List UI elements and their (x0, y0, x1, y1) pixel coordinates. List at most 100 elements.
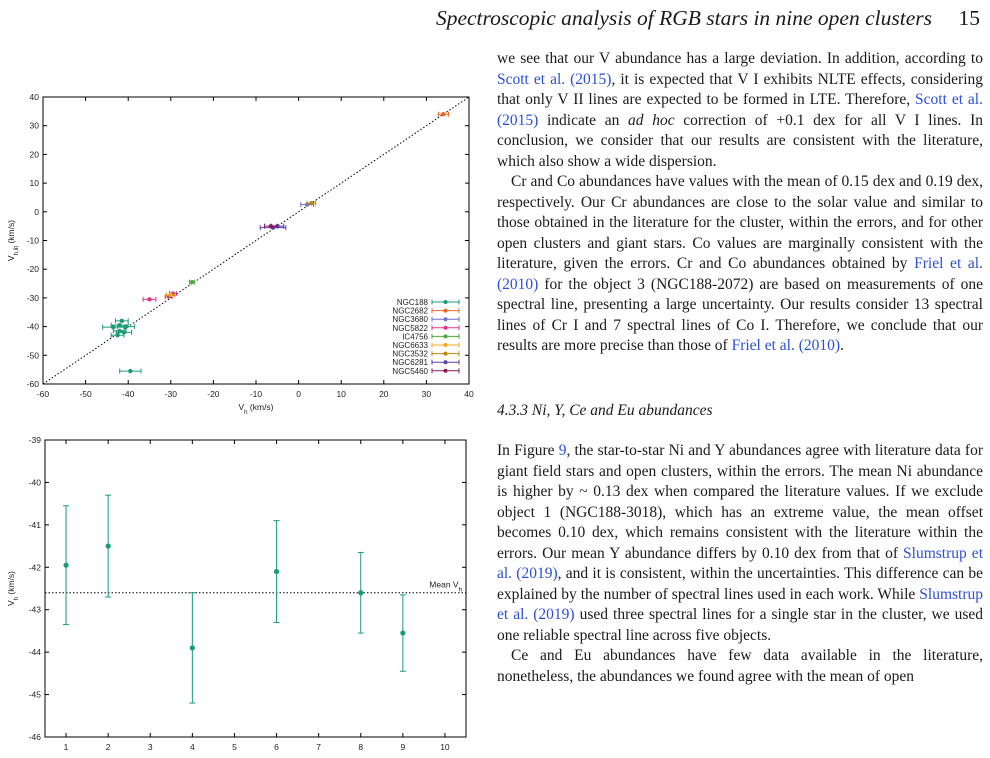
data-point (105, 543, 111, 549)
y-tick-label: -44 (29, 647, 42, 657)
legend-marker (443, 360, 448, 365)
y-tick-label: -20 (27, 264, 40, 274)
text-run: for the object 3 (NGC188-2072) are based… (497, 275, 983, 355)
emphasis-text: ad hoc (628, 111, 675, 129)
citation-link[interactable]: Scott et al. (2015) (497, 91, 983, 129)
legend-marker (443, 334, 448, 339)
text-run: . (840, 337, 844, 354)
x-tick-label: 5 (232, 742, 237, 752)
data-point (128, 368, 133, 374)
text-run: , the star-to-star Ni and Y abundances a… (497, 442, 983, 562)
y-tick-label: 10 (30, 178, 40, 188)
y-tick-label: 0 (34, 207, 39, 217)
y-tick-label: -50 (27, 350, 40, 360)
data-point (309, 200, 314, 206)
identity-line (42, 96, 470, 385)
citation-link[interactable]: 9 (558, 442, 567, 459)
y-tick-label: -60 (27, 379, 40, 389)
x-tick-label: -40 (122, 389, 135, 399)
object-velocity-chart: 1 2 3 4 5 6 7 8 9 10 -46 -45 -44 -43 -42 -41 -40 -39 Vh (k… (6, 435, 467, 752)
legend-label: NGC3680 (392, 315, 428, 324)
legend-label: NGC2682 (392, 307, 428, 316)
y-tick-label: -42 (29, 562, 42, 572)
legend-marker (443, 368, 448, 373)
citation-link[interactable]: Slumstrup et al. (2019) (497, 585, 983, 624)
citation-link[interactable]: Friel et al. (2010) (497, 255, 983, 293)
data-point (189, 279, 195, 285)
y-tick-label: 30 (30, 121, 40, 131)
paragraph-ni-y-abundance: In Figure 9, the star-to-star Ni and Y a… (497, 441, 983, 646)
x-axis-label: Vh (km/s) (238, 402, 273, 416)
text-run: , it is expected that V I exhibits NLTE … (497, 70, 984, 109)
body-text: we see that our V abundance has a large … (497, 49, 983, 687)
x-tick-label: -10 (250, 389, 263, 399)
text-run: used three spectral lines for a single s… (497, 606, 983, 644)
x-tick-label: 4 (190, 742, 195, 752)
text-run: we see that our V abundance has a large … (497, 50, 983, 67)
x-tick-label: 0 (296, 389, 301, 399)
y-axis-label: Vh,lit (km/s) (6, 220, 20, 261)
x-tick-label: 6 (274, 742, 279, 752)
x-tick-label: 10 (336, 389, 346, 399)
text-run: , and it is consistent, within the uncer… (497, 565, 983, 603)
legend-label: NGC6633 (392, 341, 428, 350)
legend-marker (443, 325, 448, 330)
paragraph-cr-co-abundance: Cr and Co abundances have values with th… (497, 172, 983, 357)
y-tick-label: 20 (30, 149, 40, 159)
x-tick-label: 7 (316, 742, 321, 752)
text-run: correction of +0.1 dex for all V I lines… (497, 111, 983, 170)
x-tick-label: 40 (464, 389, 474, 399)
x-tick-label: 20 (379, 389, 389, 399)
x-tick-label: 2 (106, 742, 111, 752)
y-tick-label: -46 (29, 732, 42, 742)
paragraph-ce-eu-abundance: Ce and Eu abundances have few data avail… (497, 646, 983, 687)
page-header: Spectroscopic analysis of RGB stars in n… (375, 6, 980, 36)
data-point (168, 292, 173, 298)
page-number: 15 (958, 6, 981, 30)
legend-label: IC4756 (402, 332, 428, 341)
citation-link[interactable]: Slumstrup et al. (2019) (497, 544, 983, 583)
x-tick-label: -50 (79, 389, 92, 399)
data-point (273, 568, 280, 575)
legend-marker (443, 343, 448, 347)
data-point (111, 324, 116, 330)
x-tick-label: -30 (165, 389, 178, 399)
section-heading: 4.3.3 Ni, Y, Ce and Eu abundances (497, 401, 713, 419)
text-run: Cr and Co abundances have values with th… (497, 173, 983, 272)
citation-link[interactable]: Scott et al. (2015) (497, 70, 612, 88)
x-tick-label: 1 (64, 742, 69, 752)
y-tick-label: -45 (29, 690, 42, 700)
velocity-comparison-chart: -60 -50 -40 -30 -20 -10 0 10 20 30 40 -60 -50 -40 -30 -… (6, 92, 474, 416)
x-tick-label: -60 (37, 389, 50, 399)
data-point (268, 223, 274, 229)
data-point (189, 645, 195, 651)
running-title: Spectroscopic analysis of RGB stars in n… (435, 6, 932, 30)
data-point (119, 318, 125, 324)
legend-label: NGC5822 (392, 324, 428, 333)
x-tick-label: 3 (148, 742, 153, 752)
data-point (358, 590, 364, 596)
data-point (400, 630, 406, 636)
figure-velocity-comparison: -60 -50 -40 -30 -20 -10 0 10 20 30 40 -60 -50 -40 -30 -… (0, 80, 490, 420)
legend-label: NGC188 (397, 298, 429, 307)
legend-label: NGC5460 (392, 367, 428, 376)
data-point (147, 297, 152, 302)
y-tick-label: -40 (27, 322, 40, 332)
figure-object-velocities: 1 2 3 4 5 6 7 8 9 10 -46 -45 -44 -43 -42 -41 -40 -39 Vh (k… (0, 432, 490, 758)
x-tick-label: 10 (440, 742, 450, 752)
x-tick-label: 8 (358, 742, 363, 752)
y-tick-label: -10 (27, 236, 40, 246)
y-tick-label: -43 (29, 605, 42, 615)
x-tick-label: 30 (422, 389, 432, 399)
data-point (123, 324, 129, 329)
citation-link[interactable]: Friel et al. (2010) (731, 337, 841, 354)
x-tick-label: 9 (400, 742, 405, 752)
y-tick-label: -39 (29, 435, 42, 445)
y-tick-label: -30 (27, 293, 40, 303)
data-point (115, 333, 120, 338)
paragraph-v-abundance: we see that our V abundance has a large … (497, 49, 983, 172)
y-tick-label: 40 (30, 92, 40, 102)
x-tick-label: -20 (207, 389, 220, 399)
y-axis-label: Vh (km/s) (6, 571, 20, 606)
figure-column: -60 -50 -40 -30 -20 -10 0 10 20 30 40 -60 -50 -40 -30-… (0, 80, 490, 758)
